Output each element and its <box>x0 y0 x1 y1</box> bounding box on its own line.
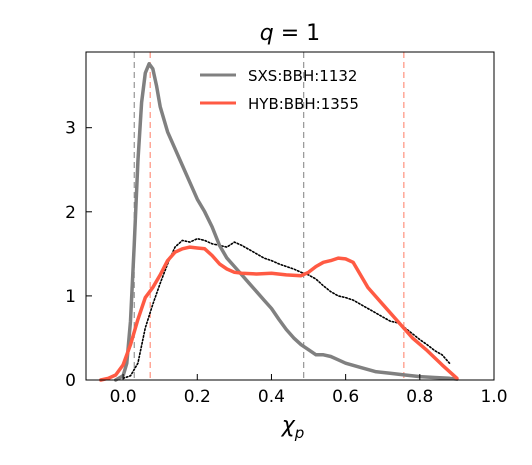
series-line-1 <box>99 245 459 382</box>
chart-title: q = 1 <box>260 21 320 46</box>
legend-label-hyb: HYB:BBH:1355 <box>248 95 359 113</box>
x-axis-label: χp <box>281 413 305 442</box>
chart-title-var: q <box>260 21 274 46</box>
x-tick-label: 0.6 <box>332 387 359 407</box>
x-tick-label: 0.8 <box>406 387 433 407</box>
x-tick-label: 0.0 <box>110 387 137 407</box>
x-axis-label-sub: p <box>294 424 305 442</box>
legend-label-sxs: SXS:BBH:1132 <box>248 67 357 85</box>
y-tick-label: 1 <box>65 287 76 307</box>
y-tick-label: 3 <box>65 119 76 139</box>
y-axis-ticks: 0 1 2 3 <box>65 119 92 391</box>
x-tick-label: 1.0 <box>480 387 507 407</box>
legend: SXS:BBH:1132 HYB:BBH:1355 <box>200 67 359 113</box>
series-layer <box>99 62 459 382</box>
y-tick-label: 0 <box>65 371 76 391</box>
plot-frame <box>85 51 495 381</box>
chart-title-rest: = 1 <box>274 21 320 46</box>
series-line-dotted <box>122 237 451 380</box>
x-tick-label: 0.2 <box>184 387 211 407</box>
x-tick-label: 0.4 <box>258 387 285 407</box>
x-axis-label-main: χ <box>281 413 296 438</box>
x-axis-ticks: 0.0 0.2 0.4 0.6 0.8 1.0 <box>110 374 508 407</box>
y-tick-label: 2 <box>65 203 76 223</box>
